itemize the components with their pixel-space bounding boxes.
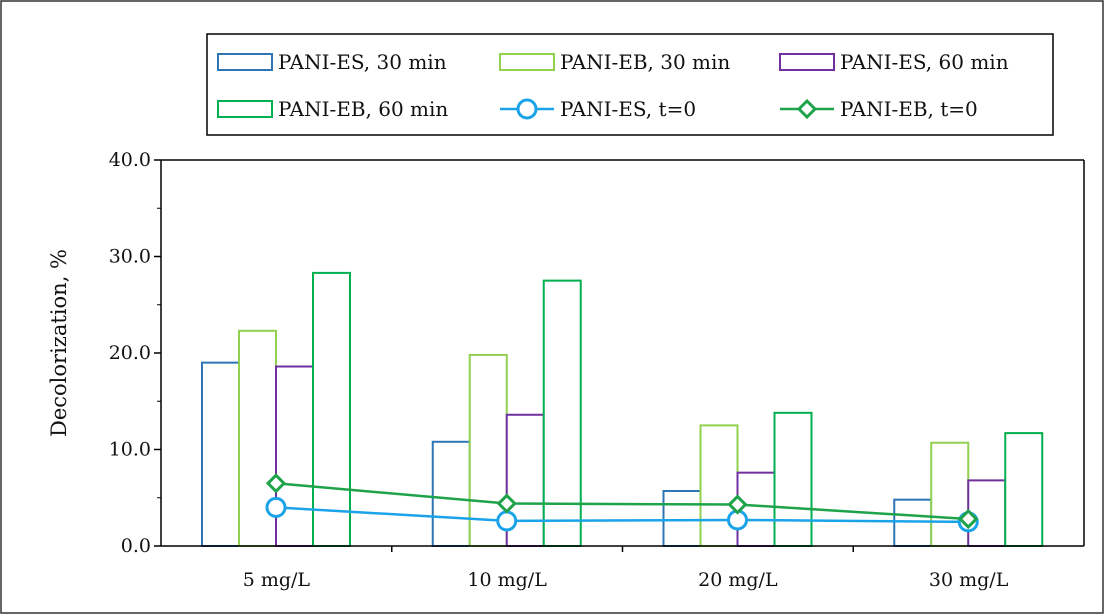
legend-swatch-3 — [779, 53, 835, 71]
bar-4-1 — [312, 271, 351, 547]
y-tick-label: 0.0 — [121, 535, 151, 557]
bar-3-3 — [736, 471, 776, 547]
x-tick-label: 5 mg/L — [243, 569, 311, 591]
bar-1-1 — [201, 361, 240, 547]
x-tick-label: 30 mg/L — [929, 569, 1009, 591]
plot-area: 0.0 10.0 20.0 30.0 40.0 5 mg/L 10 mg/L 20 mg/L 3… — [109, 149, 1085, 591]
line-series-1 — [275, 506, 969, 524]
legend-box — [206, 33, 1054, 136]
legend-label-6: PANI-EB, t=0 — [840, 97, 978, 121]
y-axis-title: Decolorization, % — [47, 249, 71, 437]
legend: PANI-ES, 30 min PANI-EB, 30 min PANI-ES, 6… — [206, 33, 1054, 136]
legend-swatch-2 — [499, 53, 555, 71]
point-2-2 — [496, 493, 517, 514]
x-tick-label: 20 mg/L — [698, 569, 778, 591]
x-tick-label: 10 mg/L — [467, 569, 547, 591]
legend-label-1: PANI-ES, 30 min — [278, 50, 447, 74]
point-2-4 — [958, 508, 979, 530]
point-1-2 — [496, 510, 518, 532]
point-2-1 — [265, 473, 287, 494]
legend-swatch-4 — [217, 100, 273, 118]
bar-4-2 — [542, 279, 582, 547]
legend-label-3: PANI-ES, 60 min — [840, 50, 1009, 74]
y-tick-label: 40.0 — [109, 149, 151, 171]
legend-marker-6 — [796, 98, 818, 120]
y-tick-label: 30.0 — [109, 246, 151, 268]
bar-1-3 — [662, 489, 702, 547]
bar-4-4 — [1004, 432, 1044, 547]
y-tick-label: 10.0 — [109, 439, 151, 461]
legend-swatch-1 — [217, 53, 273, 71]
bar-1-2 — [431, 440, 471, 547]
y-tick-label: 20.0 — [109, 342, 151, 364]
legend-label-5: PANI-ES, t=0 — [560, 97, 696, 121]
legend-label-4: PANI-EB, 60 min — [278, 97, 448, 121]
line-series-2 — [275, 482, 969, 521]
bar-4-3 — [773, 411, 813, 547]
legend-marker-5 — [516, 98, 538, 120]
bar-3-2 — [505, 413, 545, 548]
legend-label-2: PANI-EB, 30 min — [560, 50, 730, 74]
point-1-1 — [265, 496, 287, 518]
point-2-3 — [727, 494, 748, 515]
bar-1-4 — [893, 498, 933, 547]
bar-3-1 — [275, 365, 314, 548]
